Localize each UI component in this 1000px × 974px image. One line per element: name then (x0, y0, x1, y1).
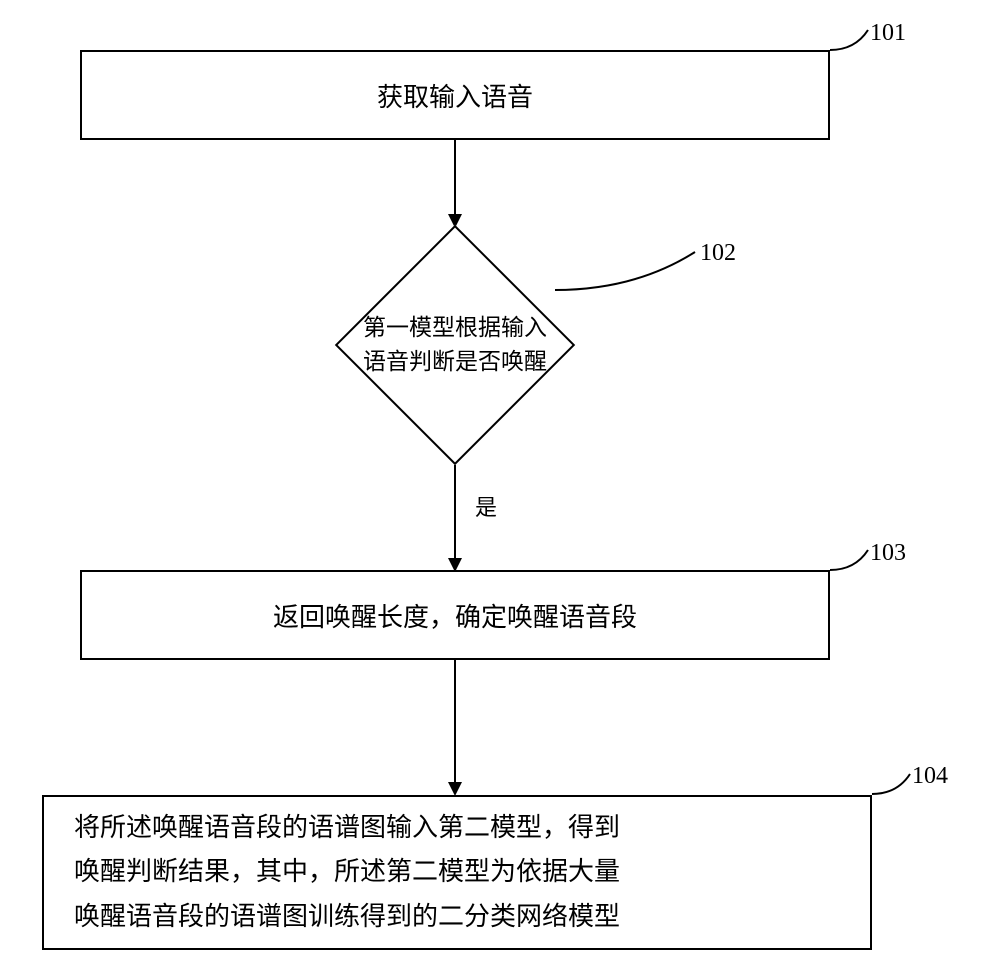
process-box-101: 获取输入语音 (80, 50, 830, 140)
arrow-3 (454, 660, 456, 785)
arrow-2 (454, 465, 456, 563)
arrow-head-3 (448, 782, 462, 796)
process-box-104: 将所述唤醒语音段的语谱图输入第二模型，得到 唤醒判断结果，其中，所述第二模型为依… (42, 795, 872, 950)
node-text: 返回唤醒长度，确定唤醒语音段 (273, 597, 637, 634)
node-label-103: 103 (870, 540, 906, 567)
node-text: 将所述唤醒语音段的语谱图输入第二模型，得到 唤醒判断结果，其中，所述第二模型为依… (74, 806, 620, 939)
node-label-102: 102 (700, 240, 736, 267)
node-text: 第一模型根据输入 语音判断是否唤醒 (363, 311, 547, 380)
process-box-103: 返回唤醒长度，确定唤醒语音段 (80, 570, 830, 660)
decision-box-102: 第一模型根据输入 语音判断是否唤醒 (335, 225, 575, 465)
node-label-104: 104 (912, 763, 948, 790)
arrow-1 (454, 140, 456, 218)
edge-label-yes: 是 (475, 490, 497, 522)
flowchart-container: 获取输入语音 101 第一模型根据输入 语音判断是否唤醒 102 是 返回唤醒长… (0, 0, 1000, 974)
node-text: 获取输入语音 (377, 77, 533, 114)
node-label-101: 101 (870, 20, 906, 47)
label-leader-102 (555, 248, 715, 298)
